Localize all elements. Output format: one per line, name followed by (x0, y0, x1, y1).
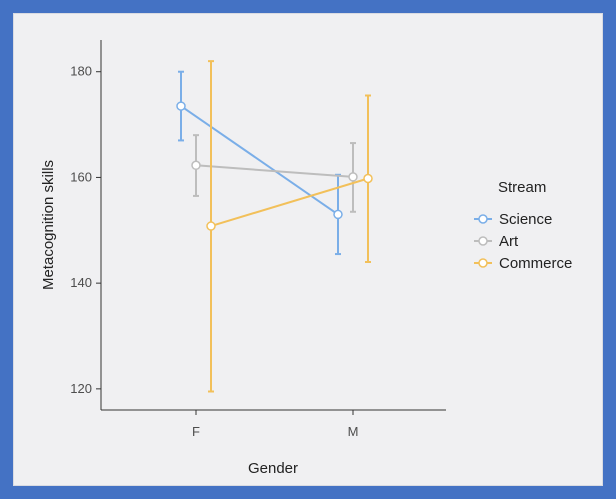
data-point (206, 221, 216, 231)
data-point (191, 160, 201, 171)
data-point (348, 172, 358, 182)
legend-items: Science Art Commerce (474, 211, 572, 272)
x-tick-label: M (348, 424, 359, 439)
series-line (180, 105, 339, 216)
x-tick-label: F (192, 424, 200, 439)
series-science (176, 70, 343, 256)
legend: Stream Science Art Commerce (474, 179, 572, 272)
y-tick-label: 140 (70, 275, 92, 290)
series-layer (176, 60, 373, 393)
axes (100, 40, 446, 411)
y-axis-title: Metacognition skills (40, 160, 57, 290)
legend-item-commerce: Commerce (474, 255, 572, 272)
series-line (195, 164, 354, 178)
x-axis-title: Gender (248, 460, 298, 477)
series-commerce (206, 60, 373, 393)
legend-title: Stream (498, 179, 546, 196)
series-art (191, 134, 358, 213)
legend-item-art: Art (474, 233, 519, 250)
legend-key-point (478, 236, 488, 246)
data-point (363, 173, 373, 184)
legend-label: Commerce (499, 255, 572, 272)
y-tick-label: 160 (70, 169, 92, 184)
legend-item-science: Science (474, 211, 552, 228)
series-line (210, 177, 369, 228)
legend-key-point (478, 258, 488, 268)
y-tick-label: 120 (70, 381, 92, 396)
data-point (176, 101, 186, 111)
y-tick-label: 180 (70, 64, 92, 79)
data-point (333, 209, 343, 220)
legend-label: Science (499, 211, 552, 228)
legend-key-point (478, 214, 488, 224)
legend-label: Art (499, 233, 519, 250)
y-ticks: 120 140 160 180 (70, 64, 101, 396)
